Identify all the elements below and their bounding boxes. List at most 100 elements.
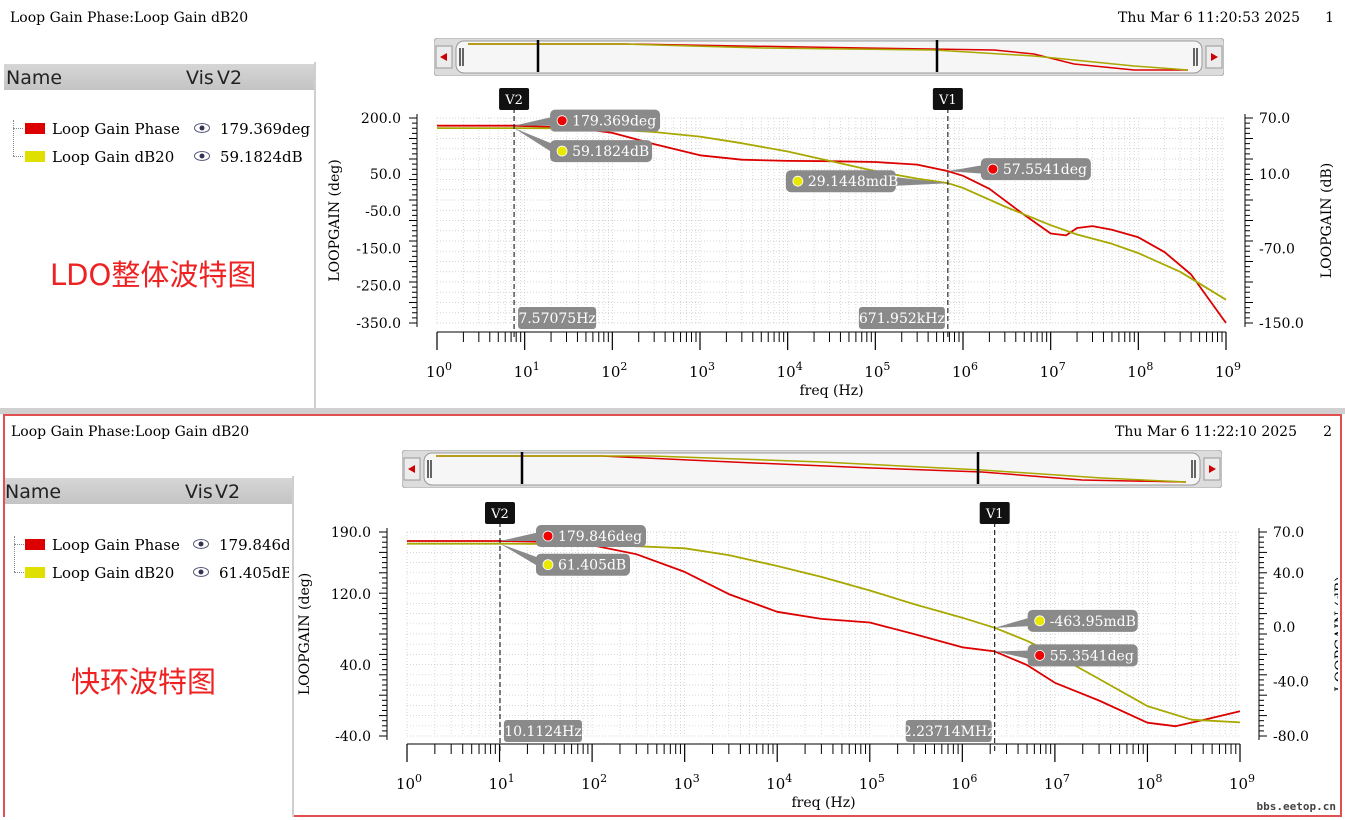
- legend-header-name[interactable]: Name: [6, 67, 63, 89]
- plot-window-2: Loop Gain Phase:Loop Gain dB20 Thu Mar 6…: [3, 414, 1342, 817]
- overview-thumb[interactable]: [423, 452, 1201, 486]
- x-tick-label: 104: [766, 772, 792, 793]
- x-tick-label: 109: [1229, 772, 1255, 793]
- legend-panel: Name Vis V2 Loop Gain Phase 179.846deg L…: [5, 476, 294, 817]
- legend-header: Name Vis V2: [5, 478, 292, 504]
- overview-thumb[interactable]: [455, 40, 1203, 74]
- y-tick-label-right: -40.0: [1273, 675, 1309, 691]
- legend-item-loop-gain-phase[interactable]: Loop Gain Phase: [52, 536, 180, 554]
- y-tick-label-right: 10.0: [1259, 167, 1290, 183]
- marker-pointer: [514, 115, 559, 126]
- y-axis-label-right: LOOPGAIN (dB): [1333, 576, 1338, 691]
- legend-value-phase: 179.369deg: [220, 120, 311, 138]
- x-tick-label: 109: [1215, 360, 1241, 381]
- marker-box: [550, 140, 653, 163]
- window-separator: [0, 408, 1345, 414]
- y-tick-label-left: -40.0: [335, 729, 371, 745]
- plot-timestamp: Thu Mar 6 11:20:53 2025: [1118, 10, 1300, 26]
- eye-icon[interactable]: [193, 539, 209, 549]
- cursor-freq-label: 7.57075Hz: [518, 311, 595, 327]
- swatch-loop-gain-db20: [25, 567, 45, 578]
- plot-title: Loop Gain Phase:Loop Gain dB20: [11, 424, 250, 440]
- legend-panel: Name Vis V2 Loop Gain Phase 179.369deg L…: [4, 62, 316, 408]
- y-tick-label-left: 120.0: [331, 587, 371, 603]
- y-tick-label-left: 40.0: [340, 658, 371, 674]
- x-tick-label: 108: [1136, 772, 1162, 793]
- legend-item-loop-gain-db20[interactable]: Loop Gain dB20: [52, 148, 175, 166]
- marker-box: [550, 109, 661, 132]
- marker-label: 57.5541deg: [1003, 162, 1087, 178]
- marker-pointer: [994, 650, 1036, 661]
- eye-icon[interactable]: [193, 567, 209, 577]
- overview-scrollbar[interactable]: [434, 38, 1224, 76]
- cursor-name: V2: [490, 507, 509, 522]
- marker-dot: [556, 145, 568, 157]
- y-tick-label-right: 40.0: [1273, 566, 1304, 582]
- x-axis-label: freq (Hz): [791, 795, 855, 811]
- x-tick-label: 105: [859, 772, 885, 793]
- eye-icon[interactable]: [194, 123, 210, 133]
- plot-grid: [436, 117, 1226, 324]
- legend-item-loop-gain-db20[interactable]: Loop Gain dB20: [52, 564, 175, 582]
- annotation-ldo-bode: LDO整体波特图: [50, 258, 257, 292]
- bode-plot-2[interactable]: 190.0 120.0 40.0 -40.0 70.0 40.0 0.0 -40.0 -80.0…: [293, 492, 1338, 816]
- y-tick-label-left: 200.0: [361, 111, 401, 127]
- marker-label: -463.95mdB: [1050, 614, 1136, 630]
- plot-index: 2: [1323, 424, 1332, 440]
- cursor-freq-box: [518, 307, 597, 329]
- cursor-tag-v1: [979, 502, 1010, 524]
- x-tick-label: 100: [426, 360, 452, 381]
- x-tick-label: 100: [396, 772, 422, 793]
- marker-label: 59.1824dB: [572, 144, 649, 160]
- marker-dot: [556, 115, 568, 127]
- eye-icon[interactable]: [194, 151, 210, 161]
- y-tick-label-right: 70.0: [1273, 525, 1304, 541]
- plot-timestamp: Thu Mar 6 11:22:10 2025: [1115, 424, 1297, 440]
- y-tick-label-right: 70.0: [1259, 111, 1290, 127]
- legend-header: Name Vis V2: [4, 64, 314, 90]
- cursor-tag-v2: [499, 88, 530, 110]
- x-tick-label: 107: [1044, 772, 1070, 793]
- series-line-phase: [407, 540, 1241, 728]
- marker-box: [980, 158, 1091, 181]
- marker-box: [1027, 609, 1138, 632]
- cursor-tag-v2: [484, 502, 515, 524]
- marker-pointer: [499, 531, 544, 542]
- swatch-loop-gain-phase: [25, 123, 45, 134]
- marker-box: [535, 525, 646, 548]
- plot-window-1: Loop Gain Phase:Loop Gain dB20 Thu Mar 6…: [0, 0, 1345, 408]
- legend-header-vis[interactable]: Vis: [185, 481, 213, 503]
- cursor-name: V1: [985, 507, 1004, 522]
- legend-header-name[interactable]: Name: [5, 481, 62, 503]
- legend-value-phase: 179.846deg: [219, 536, 289, 554]
- legend-header-v2[interactable]: V2: [215, 481, 241, 503]
- y-tick-label-right: -150.0: [1259, 316, 1304, 332]
- x-tick-label: 107: [1040, 360, 1066, 381]
- marker-label: 29.1448mdB: [808, 174, 898, 190]
- series-line-gain: [407, 542, 1241, 724]
- marker-box: [785, 170, 896, 193]
- annotation-fast-loop-bode: 快环波特图: [71, 665, 217, 699]
- plot-index: 1: [1325, 10, 1334, 26]
- swatch-loop-gain-phase: [25, 539, 45, 550]
- x-tick-label: 101: [514, 360, 540, 381]
- cursor-freq-box: [905, 720, 992, 742]
- overview-scrollbar[interactable]: [402, 450, 1222, 488]
- legend-item-loop-gain-phase[interactable]: Loop Gain Phase: [52, 120, 180, 138]
- x-tick-label: 103: [689, 360, 715, 381]
- marker-label: 55.3541deg: [1050, 648, 1134, 664]
- y-tick-label-left: 50.0: [370, 167, 401, 183]
- x-tick-label: 101: [489, 772, 515, 793]
- plot-grid: [406, 531, 1240, 737]
- cursor-freq-label: 671.952kHz: [859, 311, 945, 327]
- swatch-loop-gain-db20: [25, 151, 45, 162]
- marker-dot: [542, 530, 554, 542]
- marker-dot: [1034, 649, 1046, 661]
- cursor-freq-box: [503, 720, 582, 742]
- x-tick-label: 108: [1127, 360, 1153, 381]
- bode-plot-1[interactable]: 200.0 50.0 -50.0 -150.0 -250.0 -350.0 70.0 10.0…: [316, 80, 1345, 406]
- y-tick-label-right: -80.0: [1273, 729, 1309, 745]
- legend-header-v2[interactable]: V2: [217, 67, 243, 89]
- legend-header-vis[interactable]: Vis: [186, 67, 214, 89]
- x-tick-label: 102: [581, 772, 607, 793]
